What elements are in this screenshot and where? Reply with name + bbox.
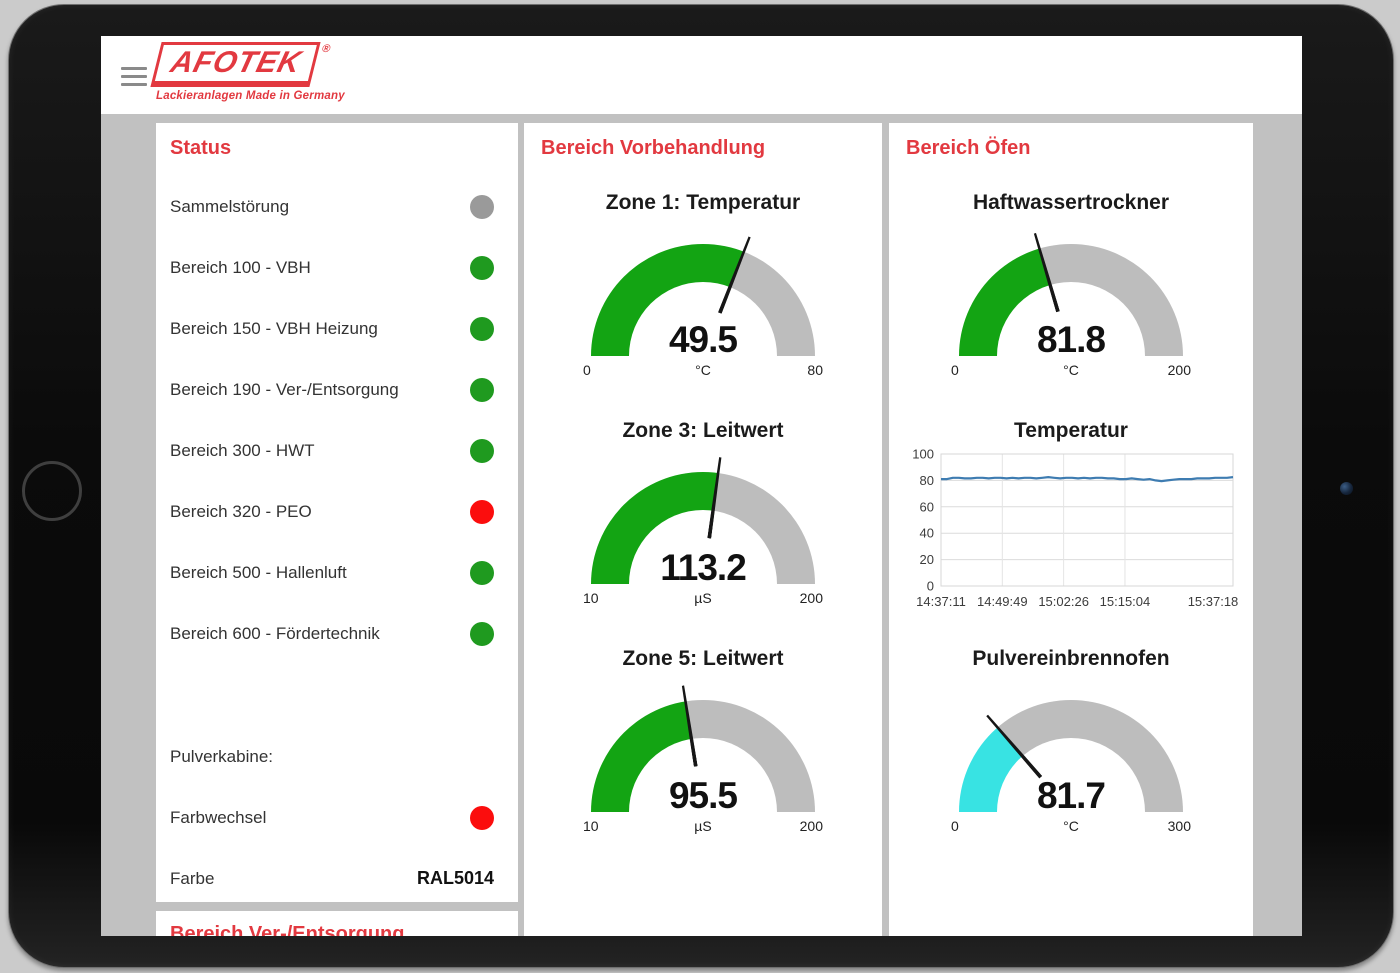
status-row: Bereich 300 - HWT xyxy=(170,420,500,481)
home-button[interactable] xyxy=(22,461,82,521)
temperature-chart-block: Temperatur 0 20 40 60 80 100 14:37:11 14:49:49 1… xyxy=(901,418,1241,609)
gauge-min: 0 xyxy=(951,818,959,834)
hwt-gauge: 81.8 xyxy=(959,244,1183,358)
status-row: Bereich 500 - Hallenluft xyxy=(170,542,500,603)
status-indicator-dot xyxy=(470,560,494,585)
gauge-pulvereinbrennofen: Pulvereinbrennofen 81.7 0 °C 300 xyxy=(889,646,1253,836)
oefen-panel: Bereich Öfen Haftwassertrockner 81.8 0 °… xyxy=(889,123,1253,936)
zone5-gauge: 95.5 xyxy=(591,700,815,814)
status-row: Bereich 600 - Fördertechnik xyxy=(170,603,500,664)
status-indicator-dot xyxy=(470,438,494,463)
gauge-unit: °C xyxy=(695,362,711,378)
logo-text: AFOTEK xyxy=(167,46,305,79)
svg-text:15:37:18: 15:37:18 xyxy=(1188,594,1239,609)
svg-text:14:49:49: 14:49:49 xyxy=(977,594,1028,609)
status-panel-title: Status xyxy=(170,137,232,159)
farbe-row: Farbe RAL5014 xyxy=(170,868,494,888)
gauge-max: 200 xyxy=(1167,362,1191,378)
svg-text:15:15:04: 15:15:04 xyxy=(1100,594,1151,609)
status-list: Sammelstörung Bereich 100 - VBH Bereich … xyxy=(170,176,500,909)
vorbehandlung-panel: Bereich Vorbehandlung Zone 1: Temperatur… xyxy=(524,123,882,936)
status-indicator-dot xyxy=(470,499,494,524)
app-screen: AFOTEK ® Lackieranlagen Made in Germany … xyxy=(101,36,1302,936)
logo-tagline: Lackieranlagen Made in Germany xyxy=(156,90,345,102)
status-row: Bereich 100 - VBH xyxy=(170,237,500,298)
gauge-zone3: Zone 3: Leitwert 113.2 10 µS 200 xyxy=(524,418,882,608)
gauge-haftwassertrockner: Haftwassertrockner 81.8 0 °C 200 xyxy=(889,190,1253,380)
svg-text:40: 40 xyxy=(920,526,934,541)
chart-title: Temperatur xyxy=(1014,419,1128,442)
gauge-zone5: Zone 5: Leitwert 95.5 10 µS 200 xyxy=(524,646,882,836)
gauge-min: 0 xyxy=(583,362,591,378)
farbwechsel-row: Farbwechsel xyxy=(170,787,500,848)
hamburger-menu-icon[interactable] xyxy=(121,67,147,91)
gauge-unit: µS xyxy=(694,590,712,606)
svg-text:80: 80 xyxy=(920,473,934,488)
status-row: Bereich 190 - Ver-/Entsorgung xyxy=(170,359,500,420)
gauge-unit: °C xyxy=(1063,362,1079,378)
svg-text:60: 60 xyxy=(920,499,934,514)
gauge-min: 10 xyxy=(583,590,599,606)
gauge-min: 0 xyxy=(951,362,959,378)
zone3-gauge: 113.2 xyxy=(591,472,815,586)
gauge-min: 10 xyxy=(583,818,599,834)
dashboard-content: Status Sammelstörung Bereich 100 - VBH B… xyxy=(101,114,1302,936)
gauge-max: 80 xyxy=(807,362,823,378)
front-camera xyxy=(1340,482,1353,495)
status-row: Bereich 150 - VBH Heizung xyxy=(170,298,500,359)
svg-text:20: 20 xyxy=(920,552,934,567)
status-row: Sammelstörung xyxy=(170,176,500,237)
vorbehandlung-panel-title: Bereich Vorbehandlung xyxy=(541,137,766,159)
tablet-bezel: AFOTEK ® Lackieranlagen Made in Germany … xyxy=(8,4,1394,968)
gauge-max: 200 xyxy=(799,818,823,834)
oefen-panel-title: Bereich Öfen xyxy=(906,137,1031,159)
clipped-next-panel: Bereich Ver-/Entsorgung xyxy=(156,911,518,936)
zone1-gauge: 49.5 xyxy=(591,244,815,358)
clipped-panel-title: Bereich Ver-/Entsorgung xyxy=(170,923,405,936)
status-row: Bereich 320 - PEO xyxy=(170,481,500,542)
gauge-max: 300 xyxy=(1167,818,1191,834)
svg-text:15:02:26: 15:02:26 xyxy=(1038,594,1089,609)
registered-trademark-icon: ® xyxy=(320,43,332,55)
gauge-unit: °C xyxy=(1063,818,1079,834)
gauge-max: 200 xyxy=(799,590,823,606)
temperature-line-chart: 0 20 40 60 80 100 14:37:11 14:49:49 15:02:26 15:1… xyxy=(912,447,1239,610)
status-indicator-dot xyxy=(470,621,494,646)
peo-gauge: 81.7 xyxy=(959,700,1183,814)
ral-color-value: RAL5014 xyxy=(416,868,494,888)
svg-text:14:37:11: 14:37:11 xyxy=(916,594,966,609)
status-indicator-dot xyxy=(470,255,494,280)
svg-text:100: 100 xyxy=(912,447,934,462)
gauge-unit: µS xyxy=(694,818,712,834)
status-indicator-dot xyxy=(470,316,494,341)
app-header: AFOTEK ® Lackieranlagen Made in Germany xyxy=(101,36,1302,114)
pulverkabine-heading-row: Pulverkabine: xyxy=(170,746,274,766)
svg-text:0: 0 xyxy=(927,579,934,594)
afotek-logo: AFOTEK ® Lackieranlagen Made in Germany xyxy=(150,42,345,102)
gauge-zone1: Zone 1: Temperatur 49.5 0 °C 80 xyxy=(524,190,882,380)
status-indicator-dot xyxy=(470,377,494,402)
status-indicator-dot xyxy=(470,805,494,830)
status-indicator-dot xyxy=(470,194,494,219)
status-panel: Status Sammelstörung Bereich 100 - VBH B… xyxy=(156,123,518,902)
